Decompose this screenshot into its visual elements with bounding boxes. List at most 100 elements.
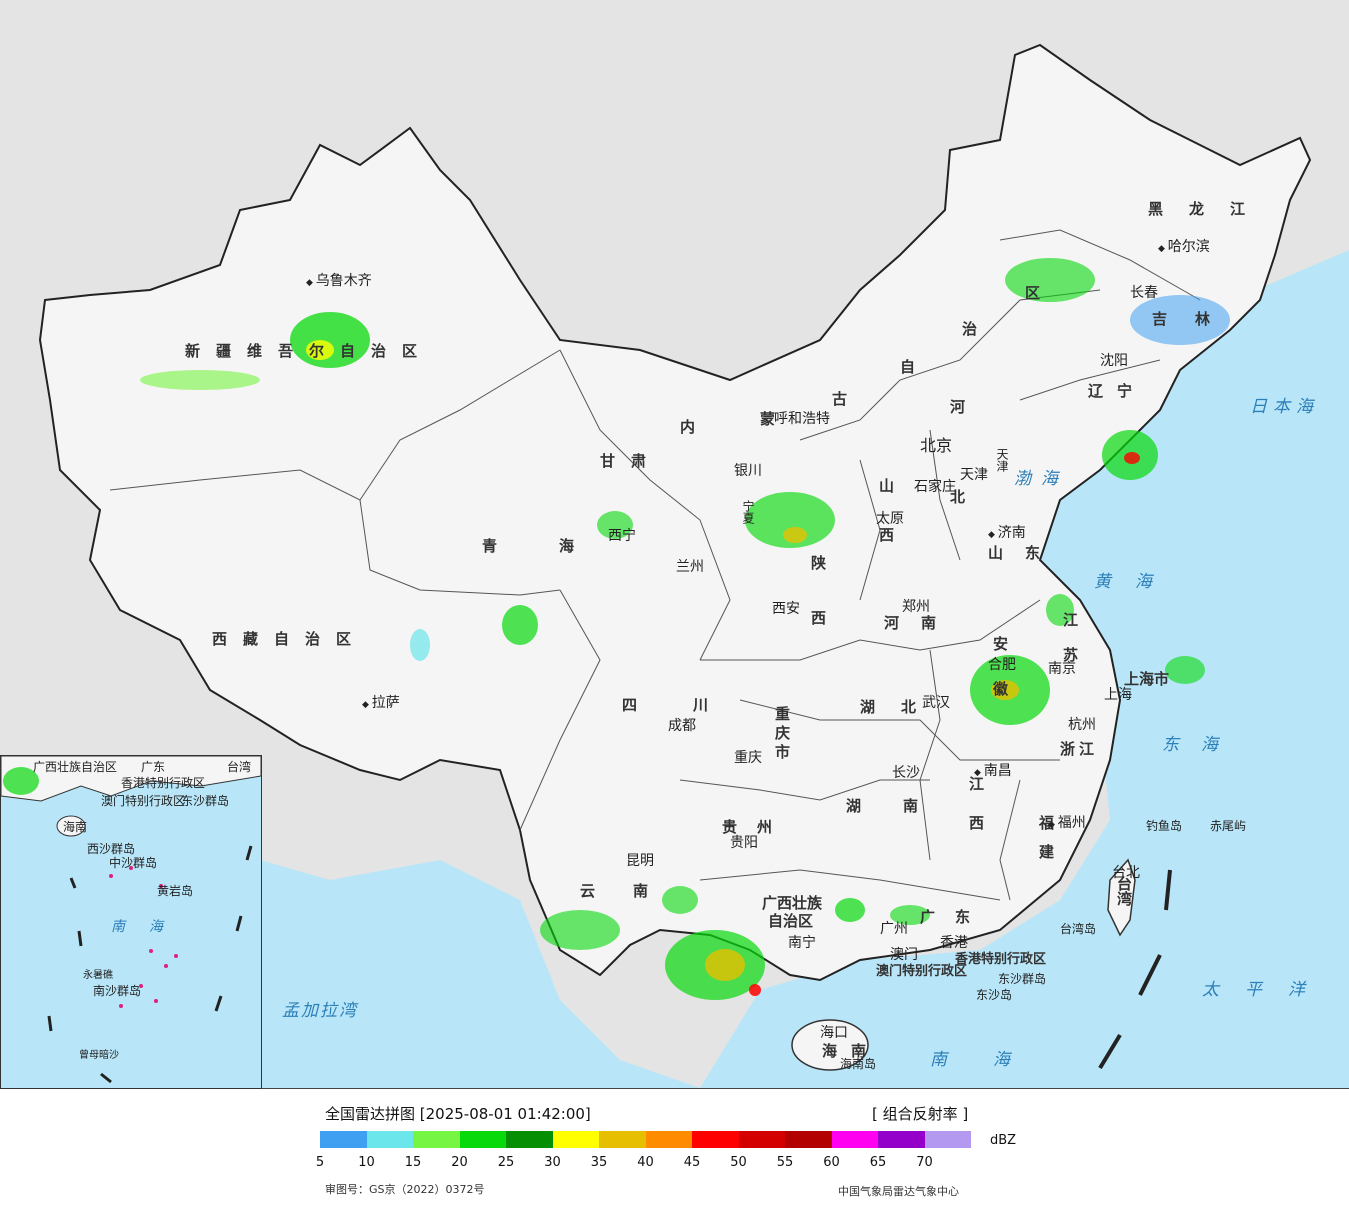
- province-heilongjiang: 黑龙江: [1148, 200, 1272, 218]
- province-henan: 河南: [884, 614, 959, 632]
- city-shijiazhuang: 石家庄: [914, 479, 956, 495]
- inset-macau: 澳门特别行政区: [101, 794, 186, 808]
- island-taiwan: 台湾岛: [1060, 922, 1097, 936]
- province-sichuan: 四川: [622, 696, 765, 714]
- inset-dashes: [47, 845, 253, 1084]
- color-swatch: [506, 1131, 553, 1148]
- city-hefei: 合肥: [988, 657, 1016, 673]
- city-nanjing: 南京: [1048, 661, 1076, 677]
- color-swatch: [831, 1131, 878, 1148]
- province-hunan: 湖南: [846, 797, 961, 815]
- inset-dongsha: 东沙群岛: [181, 794, 230, 808]
- inset-guangxi: 广西壮族自治区: [33, 760, 118, 774]
- province-jilin: 吉林: [1152, 310, 1239, 328]
- province-tianjin: 天津: [995, 448, 1009, 472]
- color-scale-ticks: 5 10 15 20 25 30 35 40 45 50 55 60 65 70: [316, 1155, 960, 1173]
- inset-hk: 香港特别行政区: [121, 776, 206, 790]
- color-scale-tick: 50: [730, 1155, 747, 1170]
- province-shanxi: 山西: [877, 478, 895, 576]
- province-neimenggu-2: 蒙: [760, 410, 792, 428]
- sea-donghai: 东海: [1162, 735, 1240, 755]
- inset-zengmu: 曾母暗沙: [79, 1050, 119, 1061]
- sea-nanhai: 南海: [930, 1050, 1056, 1070]
- province-macau: 澳门特别行政区: [876, 964, 968, 979]
- province-neimenggu-6: 区: [1025, 284, 1057, 302]
- city-lanzhou: 兰州: [676, 559, 704, 575]
- province-gansu: 甘肃: [600, 452, 663, 470]
- province-xizang: 西藏自治区: [212, 630, 368, 648]
- city-shenyang: 沈阳: [1100, 353, 1128, 369]
- city-nanning: 南宁: [788, 935, 816, 951]
- inset-zhongsha: 中沙群岛: [109, 856, 158, 870]
- city-macau: 澳门: [890, 947, 918, 963]
- city-jinan: 济南: [988, 522, 1026, 542]
- island-dongsha: 东沙岛: [976, 988, 1013, 1002]
- color-swatch: [738, 1131, 785, 1148]
- city-chengdu: 成都: [668, 718, 696, 734]
- province-yunnan: 云南: [580, 882, 687, 900]
- city-guiyang: 贵阳: [730, 835, 758, 851]
- color-scale: [320, 1131, 971, 1148]
- city-hongkong: 香港: [940, 935, 968, 951]
- inset-nansha: 南沙群岛: [93, 984, 142, 998]
- city-chongqing: 重庆: [734, 750, 762, 766]
- city-taiyuan: 太原: [876, 511, 904, 527]
- province-guizhou: 贵州: [722, 818, 793, 836]
- city-shanghai: 上海: [1104, 687, 1132, 703]
- province-borders: [109, 229, 1201, 901]
- radar-map[interactable]: 新疆维吾尔自治区 西藏自治区 青海 甘肃 内 蒙 古 自 治 区 黑龙江 吉林 …: [0, 0, 1349, 1089]
- province-chongqing: 重庆市: [773, 706, 791, 763]
- color-swatch: [599, 1131, 646, 1148]
- city-tianjin: 天津: [960, 467, 988, 483]
- city-changsha: 长沙: [892, 765, 920, 781]
- city-taipei: 台北: [1112, 865, 1140, 881]
- city-fuzhou: 福州: [1048, 812, 1086, 832]
- color-swatch: [924, 1131, 971, 1148]
- color-scale-tick: 70: [916, 1155, 933, 1170]
- south-china-sea-inset: 广西壮族自治区 广东 台湾 香港特别行政区 澳门特别行政区 东沙群岛 海南 西沙…: [0, 755, 262, 1089]
- city-changchun: 长春: [1130, 285, 1158, 301]
- color-scale-tick: 10: [358, 1155, 375, 1170]
- province-neimenggu-1: 内: [680, 418, 712, 436]
- legend-panel: 全国雷达拼图 [2025-08-01 01:42:00] [ 组合反射率 ] 5…: [0, 1089, 1349, 1208]
- bay-of-bengal: [260, 860, 700, 1088]
- province-shaanxi: 陕西: [809, 555, 827, 665]
- province-anhui: 安徽: [991, 636, 1009, 726]
- city-hangzhou: 杭州: [1068, 717, 1096, 733]
- legend-title: 全国雷达拼图 [2025-08-01 01:42:00]: [325, 1105, 591, 1123]
- province-jiangsu: 江苏: [1061, 612, 1079, 682]
- province-neimenggu-5: 治: [962, 320, 994, 338]
- city-beijing: 北京: [920, 436, 953, 455]
- inset-mainland: [1, 756, 261, 802]
- city-lhasa: 拉萨: [362, 692, 400, 712]
- province-zhejiang: 浙江: [1060, 740, 1099, 758]
- sea-bohai: 渤海: [1014, 469, 1068, 489]
- province-guangdong: 广东: [920, 908, 991, 926]
- inset-taiwan: 台湾: [227, 760, 252, 774]
- inset-xisha: 西沙群岛: [87, 842, 136, 856]
- city-xian: 西安: [772, 601, 800, 617]
- city-guangzhou: 广州: [880, 921, 908, 937]
- inset-hainan-label: 海南: [63, 820, 88, 834]
- city-harbin: 哈尔滨: [1158, 236, 1210, 256]
- color-swatch: [366, 1131, 413, 1148]
- color-swatch: [320, 1131, 367, 1148]
- color-swatch: [785, 1131, 832, 1148]
- city-yinchuan: 银川: [734, 463, 762, 479]
- radar-echoes: [140, 258, 1230, 1000]
- city-hohhot: 呼和浩特: [774, 411, 830, 427]
- inset-canvas: [1, 756, 261, 1084]
- province-taiwan: 台湾: [1115, 876, 1133, 906]
- sea-taipingyang: 太平洋: [1202, 980, 1331, 1000]
- province-hebei-1: 河: [950, 398, 982, 416]
- inset-guangdong: 广东: [141, 760, 166, 774]
- color-swatch: [459, 1131, 506, 1148]
- color-scale-tick: 35: [590, 1155, 608, 1170]
- legend-product[interactable]: [ 组合反射率 ]: [872, 1105, 969, 1123]
- color-swatch: [692, 1131, 739, 1148]
- data-source: 中国气象局雷达气象中心: [838, 1185, 959, 1198]
- hainan-island: [791, 1019, 869, 1071]
- island-dongsha-islands: 东沙群岛: [998, 972, 1047, 986]
- color-scale-tick: 60: [823, 1155, 840, 1170]
- color-scale-tick: 55: [776, 1155, 794, 1170]
